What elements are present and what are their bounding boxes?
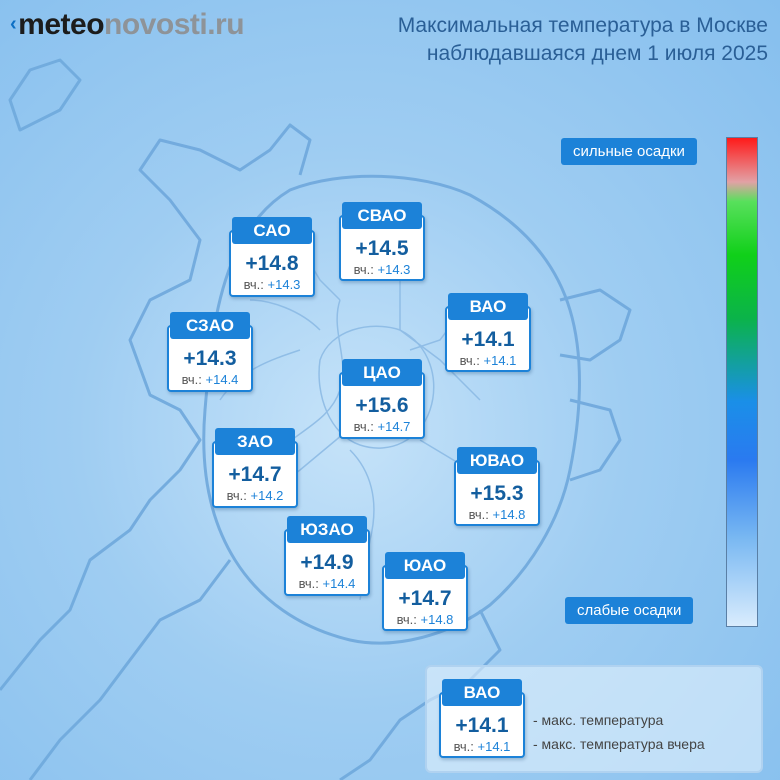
district-name: ЮЗАО bbox=[287, 516, 367, 543]
yesterday-prefix: вч.: bbox=[181, 372, 202, 387]
district-card-vao: ВАО +14.1 вч.: +14.1 bbox=[445, 293, 531, 372]
brand-prefix: meteo bbox=[18, 8, 105, 41]
district-name: ЦАО bbox=[342, 359, 422, 386]
district-name: ЗАО bbox=[215, 428, 295, 455]
yesterday-value: +14.4 bbox=[205, 372, 239, 387]
district-name: ЮАО bbox=[385, 552, 465, 579]
district-name: ВАО bbox=[448, 293, 528, 320]
district-card-yuvao: ЮВАО +15.3 вч.: +14.8 bbox=[454, 447, 540, 526]
yesterday-value: +14.8 bbox=[492, 507, 526, 522]
yesterday-temperature: вч.: +14.8 bbox=[384, 612, 466, 628]
max-temperature: +14.7 bbox=[228, 463, 282, 486]
yesterday-prefix: вч.: bbox=[468, 507, 489, 522]
legend-temp-note: - макс. температура bbox=[533, 712, 664, 728]
max-temperature: +15.6 bbox=[355, 394, 409, 417]
yesterday-value: +14.4 bbox=[322, 576, 356, 591]
map-title: Максимальная температура в Москве наблюд… bbox=[398, 12, 768, 68]
district-name: СЗАО bbox=[170, 312, 250, 339]
yesterday-prefix: вч.: bbox=[396, 612, 417, 627]
legend-box: ВАО +14.1 вч.: +14.1 - макс. температура… bbox=[425, 665, 763, 773]
scale-label-heavy: сильные осадки bbox=[561, 138, 697, 165]
logo-mark-icon: ‹ bbox=[10, 13, 17, 35]
yesterday-temperature: вч.: +14.4 bbox=[169, 372, 251, 388]
brand-suffix: novosti.ru bbox=[104, 8, 245, 41]
district-name: САО bbox=[232, 217, 312, 244]
yesterday-temperature: вч.: +14.3 bbox=[231, 277, 313, 293]
yesterday-prefix: вч.: bbox=[353, 262, 374, 277]
district-name: СВАО bbox=[342, 202, 422, 229]
yesterday-temperature: вч.: +14.1 bbox=[447, 353, 529, 369]
legend-yesterday-temperature: вч.: +14.1 bbox=[441, 739, 523, 755]
district-card-yuao: ЮАО +14.7 вч.: +14.8 bbox=[382, 552, 468, 631]
yesterday-value: +14.7 bbox=[377, 419, 411, 434]
max-temperature: +14.7 bbox=[398, 587, 452, 610]
district-card-svao: СВАО +14.5 вч.: +14.3 bbox=[339, 202, 425, 281]
yesterday-prefix: вч.: bbox=[243, 277, 264, 292]
district-card-zao: ЗАО +14.7 вч.: +14.2 bbox=[212, 428, 298, 508]
max-temperature: +14.5 bbox=[355, 237, 409, 260]
inner-ring bbox=[318, 325, 435, 449]
max-temperature: +14.9 bbox=[300, 551, 354, 574]
yesterday-prefix: вч.: bbox=[453, 739, 474, 754]
scale-label-light: слабые осадки bbox=[565, 597, 694, 624]
legend-prev-note: - макс. температура вчера bbox=[533, 736, 705, 752]
legend-max-temperature: +14.1 bbox=[455, 714, 509, 737]
yesterday-prefix: вч.: bbox=[298, 576, 319, 591]
district-card-tsao: ЦАО +15.6 вч.: +14.7 bbox=[339, 359, 425, 439]
yesterday-temperature: вч.: +14.3 bbox=[341, 262, 423, 278]
yesterday-value: +14.3 bbox=[267, 277, 301, 292]
yesterday-temperature: вч.: +14.7 bbox=[341, 419, 423, 435]
yesterday-value: +14.2 bbox=[250, 488, 284, 503]
title-line-2: наблюдавшаяся днем 1 июля 2025 bbox=[426, 42, 768, 65]
title-line-1: Максимальная температура в Москве bbox=[397, 14, 768, 37]
yesterday-value: +14.3 bbox=[377, 262, 411, 277]
yesterday-value: +14.1 bbox=[483, 353, 517, 368]
yesterday-prefix: вч.: bbox=[226, 488, 247, 503]
district-card-sao: САО +14.8 вч.: +14.3 bbox=[229, 217, 315, 297]
district-card-yuzao: ЮЗАО +14.9 вч.: +14.4 bbox=[284, 516, 370, 596]
max-temperature: +15.3 bbox=[470, 482, 524, 505]
max-temperature: +14.3 bbox=[183, 347, 237, 370]
district-card-szao: СЗАО +14.3 вч.: +14.4 bbox=[167, 312, 253, 392]
legend-yesterday-value: +14.1 bbox=[477, 739, 511, 754]
max-temperature: +14.1 bbox=[461, 328, 515, 351]
yesterday-temperature: вч.: +14.8 bbox=[456, 507, 538, 523]
brand-logo: ‹meteonovosti.ru bbox=[10, 8, 245, 42]
legend-district-name: ВАО bbox=[442, 679, 522, 706]
yesterday-prefix: вч.: bbox=[353, 419, 374, 434]
legend-card: ВАО +14.1 вч.: +14.1 bbox=[439, 679, 525, 758]
yesterday-temperature: вч.: +14.4 bbox=[286, 576, 368, 592]
yesterday-temperature: вч.: +14.2 bbox=[214, 488, 296, 504]
max-temperature: +14.8 bbox=[245, 252, 299, 275]
district-name: ЮВАО bbox=[457, 447, 537, 474]
yesterday-value: +14.8 bbox=[420, 612, 454, 627]
yesterday-prefix: вч.: bbox=[459, 353, 480, 368]
precipitation-scale-bar bbox=[726, 137, 758, 627]
